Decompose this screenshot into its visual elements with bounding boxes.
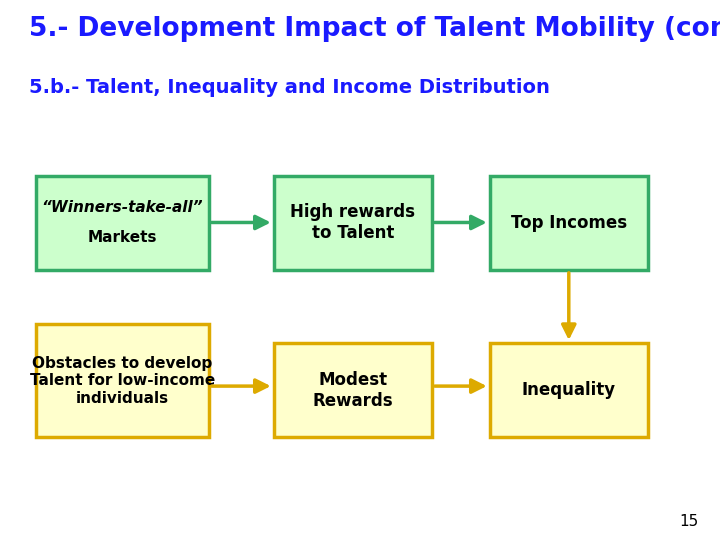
Text: 5.b.- Talent, Inequality and Income Distribution: 5.b.- Talent, Inequality and Income Dist… bbox=[29, 78, 549, 97]
FancyBboxPatch shape bbox=[490, 176, 648, 270]
Text: 5.- Development Impact of Talent Mobility (cont.): 5.- Development Impact of Talent Mobilit… bbox=[29, 16, 720, 42]
Text: Modest
Rewards: Modest Rewards bbox=[312, 371, 393, 409]
FancyBboxPatch shape bbox=[490, 343, 648, 437]
FancyBboxPatch shape bbox=[274, 176, 432, 270]
Text: Inequality: Inequality bbox=[522, 381, 616, 399]
Text: Markets: Markets bbox=[88, 231, 157, 245]
FancyBboxPatch shape bbox=[36, 324, 209, 437]
Text: Top Incomes: Top Incomes bbox=[510, 214, 627, 232]
FancyBboxPatch shape bbox=[274, 343, 432, 437]
Text: “Winners-take-all”: “Winners-take-all” bbox=[42, 200, 203, 215]
Text: High rewards
to Talent: High rewards to Talent bbox=[290, 204, 415, 242]
Text: Obstacles to develop
Talent for low-income
individuals: Obstacles to develop Talent for low-inco… bbox=[30, 356, 215, 406]
FancyBboxPatch shape bbox=[36, 176, 209, 270]
Text: 15: 15 bbox=[679, 514, 698, 529]
